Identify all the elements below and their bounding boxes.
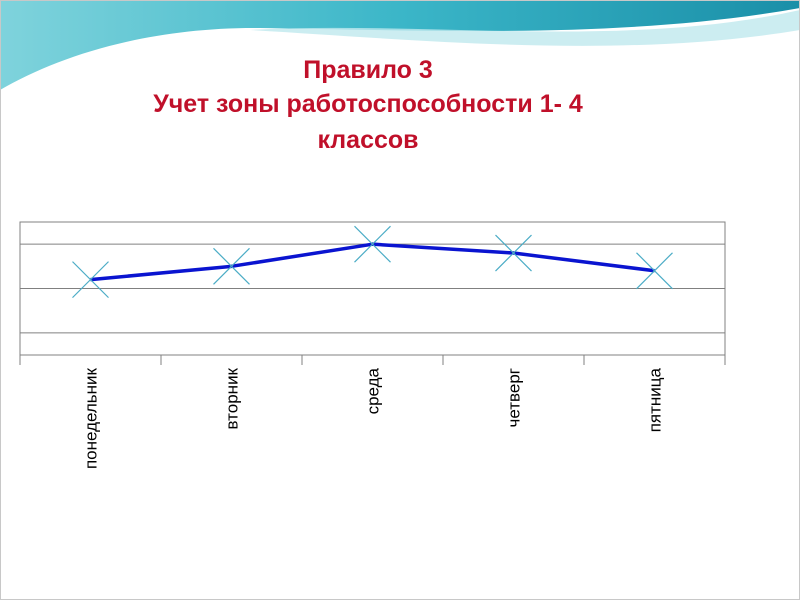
header-wave <box>0 0 800 90</box>
title-line: Правило 3 <box>303 56 433 84</box>
point-marker <box>72 261 109 299</box>
x-tick-label: среда <box>364 367 383 414</box>
title-line: классов <box>317 126 418 154</box>
point-marker <box>495 234 532 272</box>
x-tick-label: понедельник <box>82 367 101 469</box>
title-line: Учет зоны работоспособности 1- 4 <box>153 90 583 118</box>
point-marker <box>354 225 391 263</box>
point-marker <box>213 247 250 285</box>
point-marker <box>636 252 673 290</box>
x-tick-label: вторник <box>223 367 242 429</box>
x-tick-label: четверг <box>505 368 524 427</box>
header-wave-light <box>250 10 800 46</box>
x-tick-label: пятница <box>646 367 665 432</box>
